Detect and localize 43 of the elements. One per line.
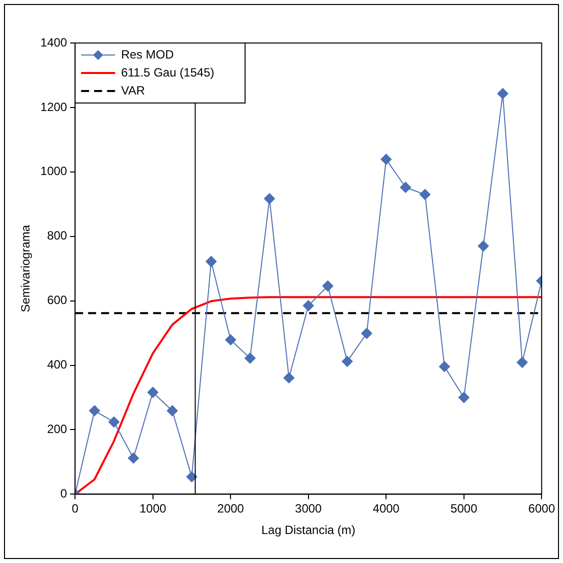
y-tick-label: 1400 <box>40 35 68 50</box>
point <box>147 386 158 398</box>
y-tick-label: 1200 <box>40 100 68 114</box>
point <box>458 392 470 404</box>
point <box>108 416 120 428</box>
y-tick-label: 400 <box>47 358 68 372</box>
x-tick-label: 3000 <box>295 502 322 516</box>
x-tick-label: 5000 <box>450 502 478 516</box>
y-tick-label: 200 <box>47 422 68 436</box>
x-tick-label: 0 <box>72 502 79 516</box>
legend-label: VAR <box>121 83 146 98</box>
y-tick-label: 800 <box>47 228 68 243</box>
y-tick-label: 600 <box>47 293 68 308</box>
point <box>497 88 508 100</box>
point <box>322 280 334 292</box>
point <box>264 193 275 204</box>
point <box>302 300 314 312</box>
point <box>186 471 198 482</box>
point <box>361 328 372 339</box>
x-axis-title: Lag Distancia (m) <box>261 523 356 538</box>
point <box>380 154 392 165</box>
point <box>516 356 528 368</box>
x-tick-label: 4000 <box>372 502 400 516</box>
point <box>89 405 100 416</box>
point <box>400 182 412 193</box>
point <box>128 452 139 464</box>
legend-label: Res MOD <box>121 47 174 62</box>
point <box>166 405 178 416</box>
point <box>438 361 450 372</box>
y-axis-title: Semivariograma <box>18 224 33 312</box>
y-tick-label: 1000 <box>40 164 68 178</box>
point <box>283 372 294 384</box>
x-tick-label: 1000 <box>140 502 167 516</box>
point <box>420 188 431 200</box>
point <box>244 352 256 364</box>
y-tick-label: 0 <box>60 486 68 501</box>
point <box>206 256 217 268</box>
point <box>342 356 353 367</box>
x-tick-label: 6000 <box>528 502 556 516</box>
x-tick-label: 2000 <box>217 502 244 516</box>
point <box>478 240 489 252</box>
legend-label: 611.5 Gau (1545) <box>121 65 214 80</box>
point <box>225 334 236 346</box>
